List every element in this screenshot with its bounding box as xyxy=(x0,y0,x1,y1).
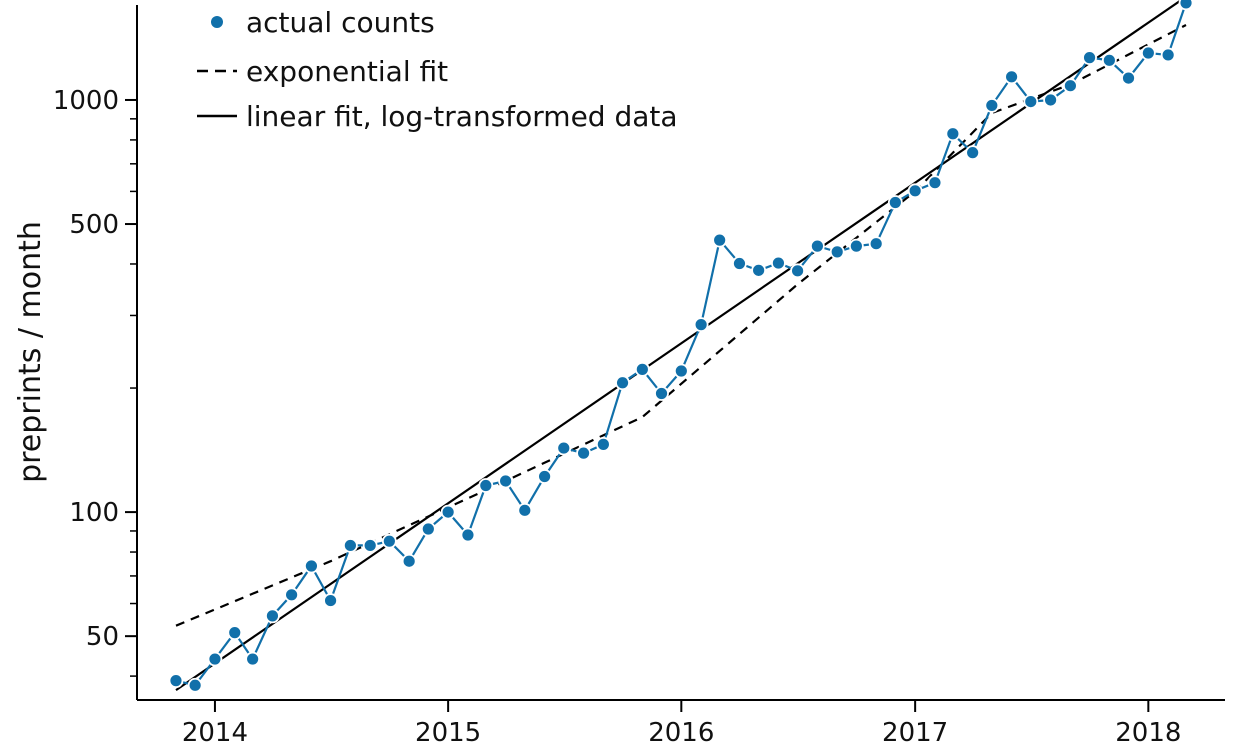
x-tick-label: 2016 xyxy=(648,718,714,745)
linear-fit-line xyxy=(175,0,1184,692)
data-point xyxy=(207,651,223,667)
data-point xyxy=(848,238,864,254)
x-tick-label: 2015 xyxy=(415,718,481,745)
data-point xyxy=(771,255,786,271)
legend: actual counts exponential fit linear fit, … xyxy=(197,6,678,133)
plot-area xyxy=(168,0,1194,693)
legend-marker-actual xyxy=(211,16,223,28)
data-point xyxy=(1023,94,1039,109)
data-point xyxy=(381,533,397,549)
fit-lines xyxy=(175,0,1187,692)
data-point xyxy=(245,651,261,667)
y-axis-title: preprints / month xyxy=(13,221,48,483)
data-point xyxy=(576,445,591,461)
data-point xyxy=(829,244,845,260)
data-point xyxy=(595,436,611,452)
data-point xyxy=(187,677,203,693)
y-tick-label: 1000 xyxy=(53,86,119,116)
data-point xyxy=(498,473,514,489)
data-point xyxy=(1121,70,1136,86)
x-tick-label: 2017 xyxy=(882,718,948,745)
data-point xyxy=(654,386,669,401)
data-point xyxy=(809,238,825,254)
data-point xyxy=(440,504,456,520)
x-tick-label: 2018 xyxy=(1115,718,1181,745)
data-point xyxy=(556,440,572,456)
x-axis: 2014 2015 2016 2017 2018 xyxy=(137,699,1225,745)
y-tick-label: 100 xyxy=(69,498,119,528)
data-point xyxy=(460,527,476,543)
data-point xyxy=(868,236,884,252)
data-point xyxy=(323,593,338,608)
data-point xyxy=(304,558,319,574)
data-point xyxy=(1004,69,1020,85)
data-point xyxy=(945,126,961,142)
data-series xyxy=(168,0,1194,693)
legend-label: linear fit, log-transformed data xyxy=(246,100,678,133)
data-point xyxy=(984,98,1000,113)
data-point xyxy=(265,608,280,624)
data-point xyxy=(615,375,630,391)
data-point xyxy=(790,263,805,279)
data-point xyxy=(732,256,747,271)
data-point xyxy=(887,195,903,210)
data-point xyxy=(1178,0,1194,11)
data-point xyxy=(168,673,184,689)
data-point xyxy=(517,502,533,518)
data-point xyxy=(1062,78,1078,94)
x-tick-label: 2014 xyxy=(182,718,248,745)
data-point xyxy=(1160,47,1176,63)
data-point xyxy=(693,317,709,333)
data-point xyxy=(634,361,650,377)
data-point xyxy=(965,145,981,161)
data-point xyxy=(362,538,378,553)
legend-label: exponential fit xyxy=(246,55,448,88)
data-point xyxy=(907,183,923,199)
data-point xyxy=(284,587,300,603)
data-point xyxy=(927,175,943,191)
data-point xyxy=(673,363,689,379)
data-point xyxy=(478,478,494,493)
data-point xyxy=(1140,45,1156,61)
data-point xyxy=(1082,50,1097,66)
data-point xyxy=(1101,52,1117,68)
data-point xyxy=(420,521,436,537)
data-point xyxy=(751,262,767,278)
data-point xyxy=(712,232,728,248)
data-point xyxy=(401,553,417,569)
y-axis: 50 100 500 1000 xyxy=(53,5,138,700)
data-point xyxy=(1043,92,1058,108)
data-point xyxy=(342,538,358,553)
y-tick-label: 50 xyxy=(86,622,119,652)
legend-label: actual counts xyxy=(246,6,435,39)
data-point xyxy=(537,469,553,484)
y-tick-label: 500 xyxy=(69,210,119,240)
data-point xyxy=(227,625,243,641)
